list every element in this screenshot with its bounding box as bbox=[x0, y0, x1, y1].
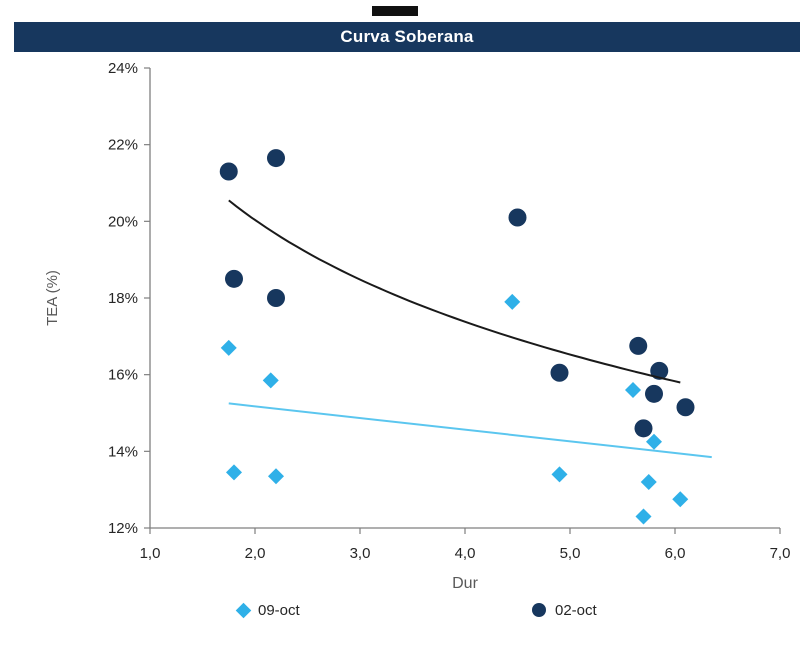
data-point-09-oct bbox=[625, 382, 641, 398]
y-tick-label: 18% bbox=[108, 290, 138, 307]
y-tick-label: 24% bbox=[108, 60, 138, 77]
y-tick-label: 14% bbox=[108, 443, 138, 460]
data-point-09-oct bbox=[220, 339, 237, 356]
trendline-09-oct bbox=[228, 402, 712, 459]
x-tick-label: 6,0 bbox=[665, 545, 686, 562]
data-point-09-oct bbox=[504, 293, 521, 310]
legend-item-09-oct: 09-oct bbox=[235, 598, 300, 622]
chart-legend: 09-oct 02-oct bbox=[0, 598, 800, 628]
data-point-02-oct bbox=[225, 269, 243, 288]
legend-item-02-oct: 02-oct bbox=[532, 598, 597, 622]
y-tick-label: 22% bbox=[108, 137, 138, 154]
y-tick-label: 20% bbox=[108, 213, 138, 230]
x-tick-label: 5,0 bbox=[560, 545, 581, 562]
data-point-02-oct bbox=[219, 162, 238, 181]
top-strip bbox=[372, 6, 418, 16]
data-point-02-oct bbox=[267, 289, 285, 307]
data-point-02-oct bbox=[650, 361, 669, 380]
data-point-02-oct bbox=[634, 419, 653, 438]
data-point-02-oct bbox=[550, 363, 569, 382]
x-tick-label: 4,0 bbox=[455, 545, 476, 562]
data-point-02-oct bbox=[676, 398, 695, 417]
y-tick-label: 16% bbox=[108, 367, 138, 384]
data-point-09-oct bbox=[268, 468, 284, 485]
data-point-09-oct bbox=[635, 508, 652, 525]
data-point-02-oct bbox=[645, 384, 663, 403]
data-point-09-oct bbox=[646, 433, 662, 450]
data-point-09-oct bbox=[640, 474, 657, 490]
data-point-09-oct bbox=[551, 466, 568, 483]
x-axis-title: Dur bbox=[452, 575, 478, 590]
legend-label: 09-oct bbox=[258, 601, 300, 619]
circle-marker-icon bbox=[532, 603, 546, 617]
page-title: Curva Soberana bbox=[340, 27, 474, 46]
curva-soberana-chart: 12% 14% 16% 18% 20% 22% 24% 1,0 2,0 3,0 4,0 5,0 6,0 7… bbox=[0, 60, 800, 592]
diamond-marker-icon bbox=[235, 602, 252, 618]
x-tick-label: 2,0 bbox=[245, 545, 266, 562]
data-point-09-oct bbox=[262, 372, 279, 389]
x-tick-label: 7,0 bbox=[770, 545, 791, 562]
y-axis-title: TEA (%) bbox=[44, 270, 61, 326]
x-tick-label: 1,0 bbox=[140, 545, 161, 562]
data-point-09-oct bbox=[226, 464, 242, 481]
data-point-02-oct bbox=[267, 149, 285, 168]
scatter-plot: 12% 14% 16% 18% 20% 22% 24% 1,0 2,0 3,0 4,0 5,0 6,0 7… bbox=[44, 60, 791, 592]
y-tick-label: 12% bbox=[108, 520, 138, 537]
trendline-02-oct bbox=[228, 199, 681, 384]
data-point-02-oct bbox=[629, 336, 648, 355]
legend-label: 02-oct bbox=[555, 601, 597, 619]
x-tick-label: 3,0 bbox=[350, 545, 371, 562]
data-point-09-oct bbox=[672, 491, 689, 508]
chart-title-bar: Curva Soberana bbox=[14, 22, 800, 52]
data-point-02-oct bbox=[508, 208, 527, 227]
